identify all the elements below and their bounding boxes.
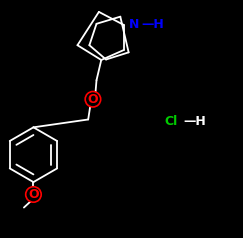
Text: N: N [129, 19, 139, 31]
Text: O: O [88, 93, 98, 106]
Text: O: O [28, 188, 39, 201]
Text: Cl: Cl [164, 115, 178, 128]
Text: —H: —H [142, 19, 165, 31]
Text: —H: —H [183, 115, 206, 128]
